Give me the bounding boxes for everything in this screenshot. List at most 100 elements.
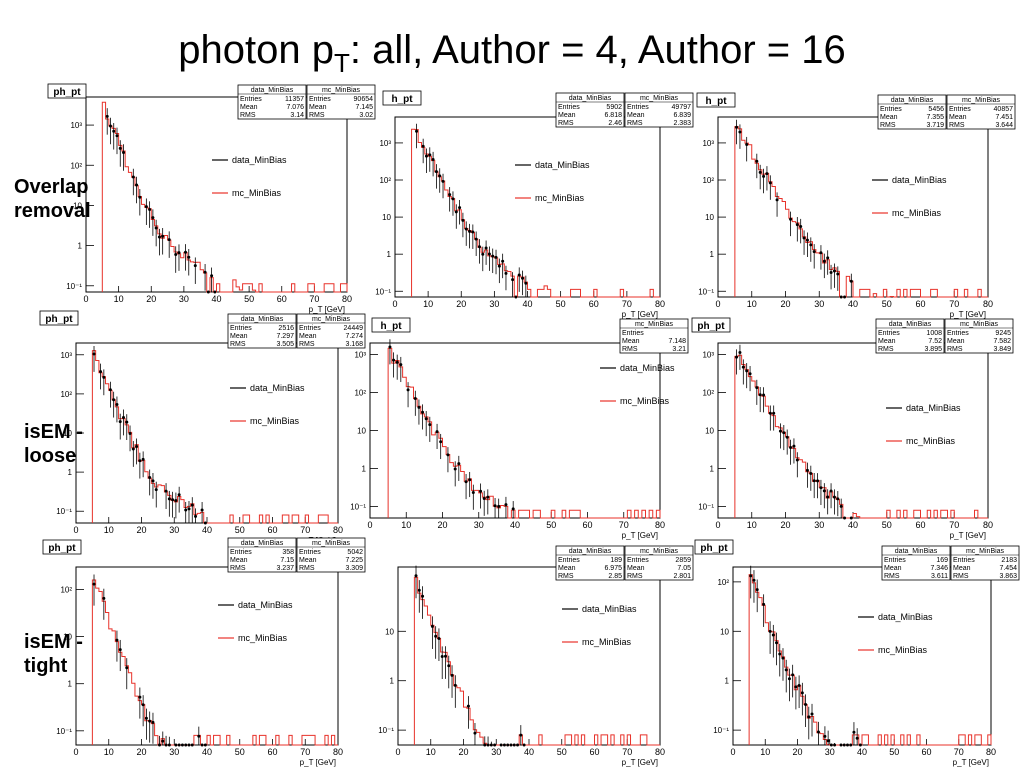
- stats-box-title: mc_MinBias: [966, 548, 1005, 555]
- stats-value: 7.076: [286, 104, 304, 111]
- stats-label: RMS: [884, 573, 900, 580]
- stats-label: Mean: [884, 565, 902, 572]
- data-point: [755, 386, 759, 390]
- data-point: [775, 641, 779, 645]
- data-point: [805, 468, 809, 472]
- row-label-overlap: Overlap removal: [14, 176, 91, 222]
- stats-value: 40857: [994, 106, 1014, 113]
- stats-label: RMS: [309, 112, 325, 119]
- stats-label: Mean: [627, 112, 645, 119]
- stats-value: 3.168: [345, 341, 363, 348]
- stats-box: [877, 94, 947, 130]
- x-tick-label: 80: [342, 294, 352, 304]
- stats-value: 90654: [354, 96, 374, 103]
- data-point: [118, 146, 122, 150]
- data-point: [745, 369, 749, 373]
- stats-label: Entries: [880, 106, 902, 113]
- data-point: [826, 495, 830, 499]
- data-point: [807, 715, 811, 719]
- legend-label-mc: mc_MinBias: [232, 188, 282, 198]
- data-point: [468, 229, 472, 233]
- data-point: [440, 654, 444, 658]
- data-point: [112, 398, 116, 402]
- data-point: [504, 271, 508, 275]
- x-tick-label: 70: [619, 520, 629, 530]
- data-point: [787, 677, 791, 681]
- histogram-panel-9: ph_pt 0 10 20 30 40 50 60 70 80p_T [GeV] 10⁻¹ 1 10 10…: [694, 539, 1020, 767]
- histogram-panel-2: h_pt 0 10 20 30 40 50 60 70 80p_T [GeV] 10⁻¹ 1 10 10²…: [375, 90, 694, 319]
- stats-value: 2859: [675, 557, 691, 564]
- x-tick-label: 20: [458, 747, 468, 757]
- data-point: [812, 250, 816, 254]
- legend-label-data: data_MinBias: [892, 175, 947, 185]
- y-tick-label: 10⁻¹: [713, 726, 729, 735]
- x-tick-label: 30: [489, 299, 499, 309]
- data-point: [434, 170, 438, 174]
- data-point: [784, 668, 788, 672]
- stats-label: Entries: [558, 557, 580, 564]
- x-tick-label: 30: [491, 747, 501, 757]
- stats-box-title: mc_MinBias: [312, 316, 351, 323]
- plot-frame: [732, 566, 992, 746]
- data-point: [138, 195, 142, 199]
- data-point: [514, 295, 518, 299]
- data-point: [193, 264, 197, 268]
- data-point: [105, 114, 109, 118]
- stats-value: 7.145: [355, 104, 373, 111]
- data-point: [144, 716, 148, 720]
- data-point: [148, 719, 152, 723]
- data-point: [184, 508, 188, 512]
- data-point: [167, 238, 171, 242]
- data-point: [428, 153, 432, 157]
- plot-frame: [85, 96, 348, 293]
- data-point: [167, 743, 171, 747]
- y-tick-label: 1: [390, 677, 395, 686]
- stats-label: Mean: [299, 557, 317, 564]
- data-point: [197, 734, 201, 738]
- data-point: [805, 238, 809, 242]
- data-point: [832, 495, 836, 499]
- data-point: [768, 411, 772, 415]
- x-tick-label: 30: [814, 520, 824, 530]
- y-tick-label: 10³: [70, 121, 82, 130]
- data-point: [511, 507, 515, 511]
- stats-value: 7.451: [995, 114, 1013, 121]
- data-point: [483, 743, 487, 747]
- x-axis-label: p_T [GeV]: [622, 310, 658, 319]
- legend-label-data: data_MinBias: [535, 160, 590, 170]
- data-point: [184, 250, 188, 254]
- data-point: [795, 458, 799, 462]
- y-tick-label: 10: [705, 427, 714, 436]
- data-point: [454, 210, 458, 214]
- data-point: [206, 290, 210, 294]
- histogram-panel-8: 0 10 20 30 40 50 60 70 80p_T [GeV] 10⁻¹ 1 10 data_Mi…: [378, 545, 694, 767]
- stats-label: Entries: [947, 330, 969, 337]
- y-tick-label: 1: [387, 250, 392, 259]
- data-point: [154, 226, 158, 230]
- stats-box: [306, 84, 376, 120]
- stats-value: 7.297: [276, 333, 294, 340]
- x-tick-label: 60: [921, 747, 931, 757]
- data-point: [450, 673, 454, 677]
- data-point: [461, 218, 465, 222]
- data-point: [92, 582, 96, 586]
- x-tick-label: 30: [169, 525, 179, 535]
- data-point: [843, 516, 847, 520]
- legend-label-data: data_MinBias: [250, 383, 305, 393]
- hist-title-box: [42, 539, 82, 555]
- stats-label: RMS: [299, 341, 315, 348]
- data-point: [99, 370, 103, 374]
- y-tick-label: 10³: [60, 351, 72, 360]
- data-point: [424, 417, 428, 421]
- x-axis-label: p_T [GeV]: [309, 305, 345, 314]
- x-tick-label: 10: [747, 520, 757, 530]
- x-tick-label: 50: [557, 747, 567, 757]
- stats-box: [227, 537, 297, 573]
- data-point: [451, 197, 455, 201]
- data-point: [161, 234, 165, 238]
- data-point: [174, 253, 178, 257]
- stats-value: 7.15: [280, 557, 294, 564]
- stats-label: Entries: [558, 104, 580, 111]
- data-point: [171, 498, 175, 502]
